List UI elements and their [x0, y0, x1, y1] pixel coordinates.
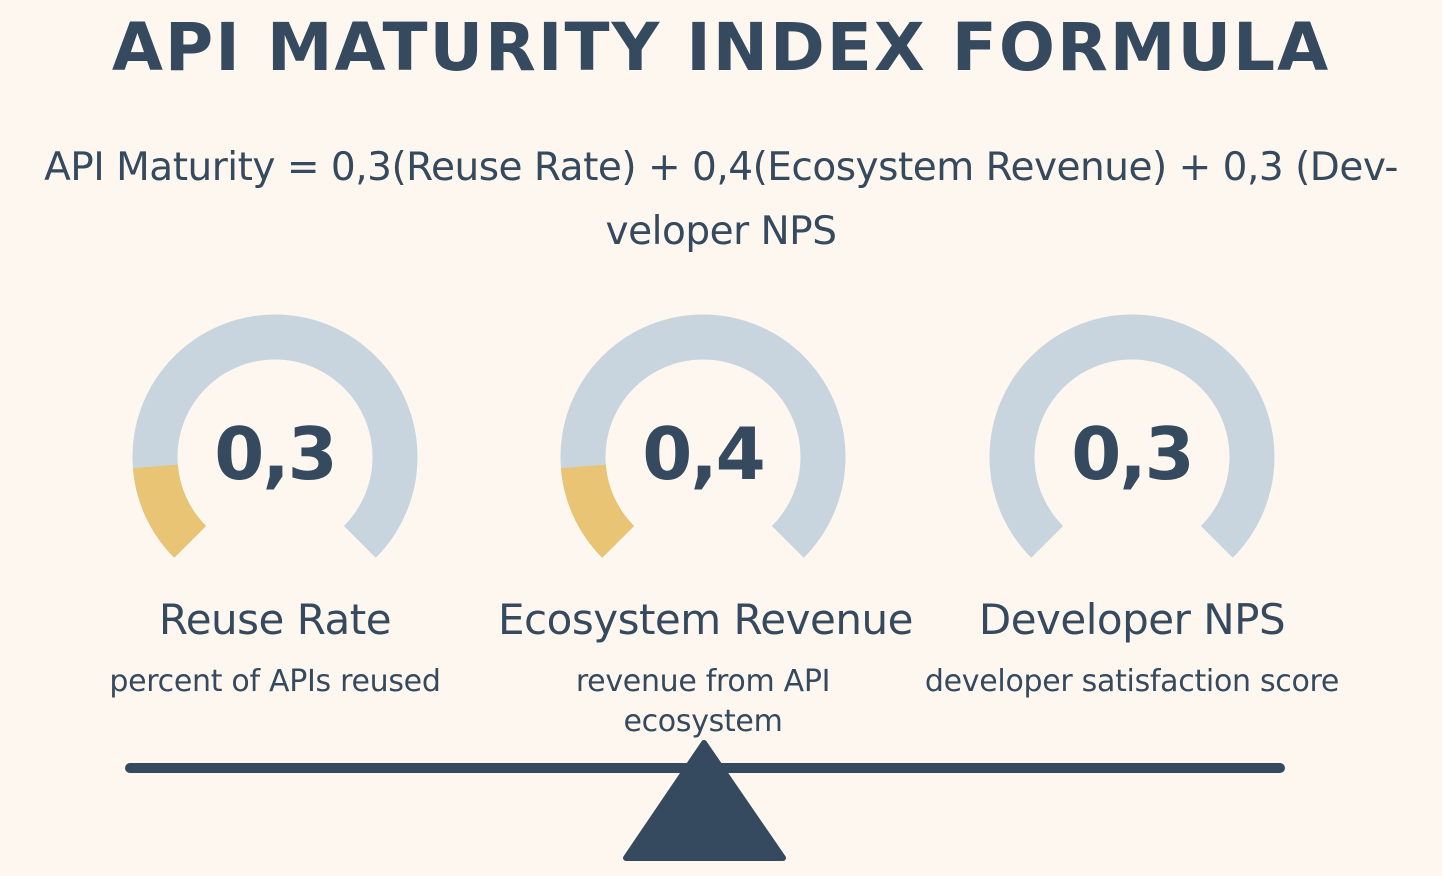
- gauge-description: developer satisfaction score: [924, 664, 1340, 699]
- formula-line-2: veloper NPS: [605, 209, 837, 254]
- balance-scale: [125, 740, 1285, 861]
- gauge-ecosystem-revenue: 0,4 Ecosystem Revenue revenue from API e…: [498, 292, 913, 752]
- page-title: API MATURITY INDEX FORMULA: [111, 9, 1331, 86]
- gauge-track: [560, 314, 846, 558]
- gauge-label: Reuse Rate: [158, 595, 392, 644]
- gauge-description: percent of APIs reused: [109, 664, 441, 699]
- gauge-value: 0,4: [642, 412, 766, 496]
- gauge-arc-developer-nps: [989, 314, 1275, 558]
- gauge-description: revenue from API ecosystem: [575, 664, 831, 739]
- scale-fulcrum: [623, 740, 786, 861]
- gauge-value: 0,3: [214, 412, 338, 496]
- gauge-label: Developer NPS: [978, 595, 1286, 644]
- gauge-arc-ecosystem-revenue: [560, 314, 846, 558]
- formula-text: API Maturity = 0,3(Reuse Rate) + 0,4(Eco…: [0, 136, 1442, 264]
- gauge-fill: [560, 463, 635, 558]
- gauge-arc-reuse-rate: [132, 314, 418, 558]
- formula-line-1: API Maturity = 0,3(Reuse Rate) + 0,4(Eco…: [44, 145, 1398, 190]
- gauge-fill: [132, 463, 207, 558]
- gauge-track: [989, 314, 1275, 558]
- gauge-reuse-rate: 0,3 Reuse Rate percent of APIs reused: [109, 292, 441, 752]
- gauge-developer-nps: 0,3 Developer NPS developer satisfaction…: [925, 292, 1339, 752]
- gauge-track: [132, 314, 418, 558]
- gauge-label: Ecosystem Revenue: [498, 595, 913, 644]
- gauge-value: 0,3: [1071, 412, 1195, 496]
